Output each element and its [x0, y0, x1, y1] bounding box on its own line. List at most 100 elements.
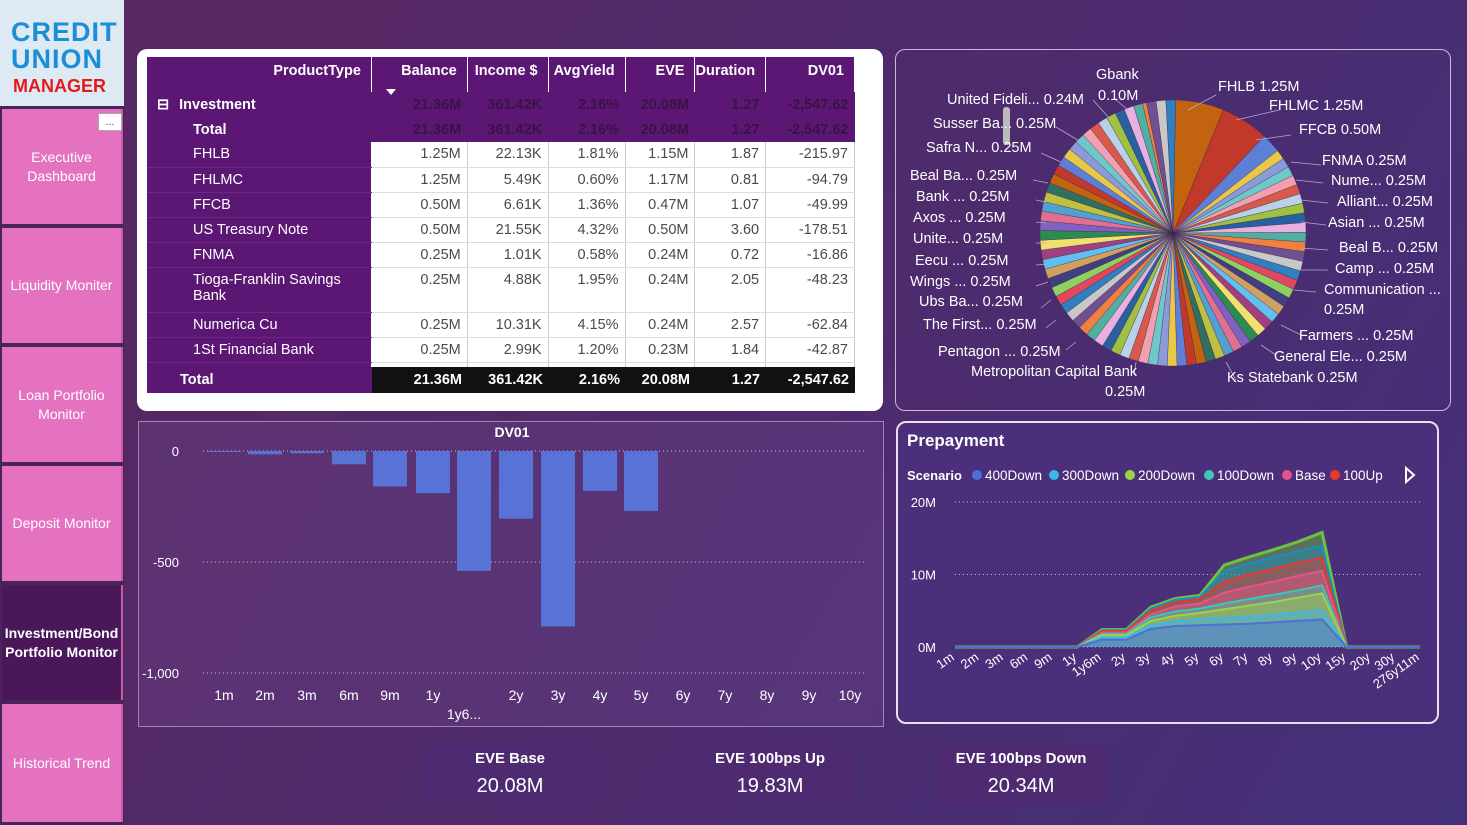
- legend-swatch[interactable]: [1282, 470, 1292, 480]
- table-row[interactable]: 1St Financial Bank 0.25M 2.99K 1.20% 0.23M 1.…: [147, 337, 855, 363]
- pie-label: FNMA 0.25M: [1322, 153, 1407, 169]
- legend-item[interactable]: 100Up: [1343, 468, 1383, 483]
- x-tick-label: 2m: [255, 687, 274, 703]
- nav-loan-portfolio-monitor[interactable]: Loan Portfolio Monitor: [2, 347, 123, 462]
- legend-item[interactable]: Base: [1295, 468, 1326, 483]
- table-cell: 22.13K: [467, 142, 549, 168]
- product-name: 1St Financial Bank: [147, 337, 372, 363]
- investment-table-panel: ProductType Balance Income $ AvgYield EVE Dur…: [137, 49, 1010, 411]
- product-name: Numerica Cu: [147, 312, 372, 338]
- dv01-bar[interactable]: [248, 451, 282, 455]
- legend-swatch[interactable]: [1330, 470, 1340, 480]
- dv01-bar[interactable]: [541, 451, 575, 627]
- column-header[interactable]: Balance: [371, 57, 468, 92]
- table-cell: 0.72: [694, 242, 767, 268]
- dv01-bar[interactable]: [583, 451, 617, 491]
- pie-label: General Ele... 0.25M: [1274, 349, 1407, 365]
- table-row[interactable]: FHLMC 1.25M 5.49K 0.60% 1.17M 0.81 -94.79: [147, 167, 855, 193]
- legend-item[interactable]: 400Down: [985, 468, 1042, 483]
- pie-label: Ubs Ba... 0.25M: [919, 294, 1023, 310]
- sort-desc-icon: [386, 89, 396, 95]
- table-total-row: Total 21.36M 361.42K 2.16% 20.08M 1.27 -2,547.…: [147, 367, 855, 393]
- kpi-eve-base: EVE Base 20.08M: [424, 745, 596, 804]
- table-cell: 10.31K: [467, 312, 549, 338]
- legend-next-icon[interactable]: [1405, 465, 1416, 485]
- total-cell: 21.36M: [372, 367, 468, 393]
- legend-swatch[interactable]: [1049, 470, 1059, 480]
- more-options-button[interactable]: ...: [98, 113, 122, 131]
- dv01-bar[interactable]: [207, 451, 241, 452]
- group-label-cell[interactable]: ⊟ Investment: [147, 92, 372, 117]
- x-tick-label: 1m: [214, 687, 233, 703]
- x-tick-label: 2m: [958, 649, 981, 672]
- subtotal-cell: -2,547.62: [765, 117, 855, 142]
- x-tick-label: 20y: [1347, 649, 1373, 674]
- dv01-bar[interactable]: [416, 451, 450, 494]
- column-header[interactable]: EVE: [625, 57, 696, 92]
- table-cell: 6.61K: [467, 192, 549, 218]
- x-tick-label: 3m: [982, 649, 1005, 672]
- pie-leader-line: [1235, 109, 1280, 121]
- dv01-bar[interactable]: [624, 451, 658, 511]
- table-row[interactable]: FFCB 0.50M 6.61K 1.36% 0.47M 1.07 -49.99: [147, 192, 855, 218]
- legend-item[interactable]: 300Down: [1062, 468, 1119, 483]
- series-line[interactable]: [955, 618, 1420, 648]
- column-header[interactable]: DV01: [765, 57, 855, 92]
- series-area: [955, 619, 1420, 647]
- table-cell: 1.07: [694, 192, 767, 218]
- total-cell: 2.16%: [549, 367, 626, 393]
- table-scrollbar[interactable]: [1003, 107, 1010, 145]
- legend-swatch[interactable]: [1125, 470, 1135, 480]
- table-cell: -178.51: [765, 217, 855, 243]
- collapse-icon[interactable]: ⊟: [157, 96, 170, 113]
- table-cell: 0.24M: [625, 242, 696, 268]
- product-name: FHLB: [147, 142, 372, 168]
- column-header[interactable]: AvgYield: [548, 57, 626, 92]
- pie-slice[interactable]: [1165, 99, 1176, 234]
- pie-label: Nume... 0.25M: [1331, 173, 1427, 189]
- dv01-bar[interactable]: [290, 451, 324, 454]
- dv01-bar[interactable]: [457, 451, 491, 571]
- legend-item[interactable]: 100Down: [1217, 468, 1274, 483]
- dv01-bar[interactable]: [373, 451, 407, 487]
- table-cell: 1.25M: [371, 167, 468, 193]
- table-row[interactable]: Numerica Cu 0.25M 10.31K 4.15% 0.24M 2.57 -62.…: [147, 312, 855, 338]
- kpi-title: EVE 100bps Up: [714, 750, 826, 767]
- column-header[interactable]: ProductType: [147, 57, 372, 92]
- legend-item[interactable]: 200Down: [1138, 468, 1195, 483]
- kpi-title: EVE Base: [474, 750, 546, 767]
- table-row[interactable]: FHLB 1.25M 22.13K 1.81% 1.15M 1.87 -215.97: [147, 142, 855, 168]
- kpi-eve-100bps-down: EVE 100bps Down 20.34M: [935, 745, 1107, 804]
- pie-leader-line: [1290, 161, 1322, 166]
- table-row[interactable]: Tioga-Franklin Savings Bank 0.25M 4.88K 1.9…: [147, 267, 855, 313]
- x-tick-label: 7y: [718, 687, 733, 703]
- dv01-bar[interactable]: [499, 451, 533, 519]
- legend-title: Scenario: [907, 468, 962, 483]
- group-cell: 2.16%: [548, 92, 626, 117]
- legend-swatch[interactable]: [972, 470, 982, 480]
- nav-deposit-monitor[interactable]: Deposit Monitor: [2, 466, 123, 581]
- table-row[interactable]: FNMA 0.25M 1.01K 0.58% 0.24M 0.72 -16.86: [147, 242, 855, 268]
- table-row[interactable]: US Treasury Note 0.50M 21.55K 4.32% 0.50M 3.6…: [147, 217, 855, 243]
- table-cell: 1.17M: [625, 167, 696, 193]
- prepayment-chart-panel: Prepayment Scenario 400Down 300Down 200Down 1…: [896, 421, 1439, 724]
- group-row[interactable]: ⊟ Investment 21.36M 361.42K 2.16% 20.08M 1.27-…: [147, 92, 855, 117]
- column-header[interactable]: Income $: [467, 57, 549, 92]
- y-tick-label: 0: [172, 444, 179, 459]
- table-cell: 4.88K: [467, 267, 549, 313]
- dv01-bar[interactable]: [332, 451, 366, 465]
- nav-investment-bond-portfolio-monitor[interactable]: Investment/Bond Portfolio Monitor: [2, 585, 123, 700]
- table-cell: 0.81: [694, 167, 767, 193]
- legend-swatch[interactable]: [1204, 470, 1214, 480]
- nav-liquidity-moniter[interactable]: Liquidity Moniter: [2, 228, 123, 343]
- table-cell: 1.25M: [371, 142, 468, 168]
- nav-historical-trend[interactable]: Historical Trend: [2, 704, 123, 822]
- x-tick-label: 9y: [1279, 649, 1299, 669]
- table-cell: 1.81%: [548, 142, 626, 168]
- table-cell: 0.47M: [625, 192, 696, 218]
- kpi-value: 20.08M: [476, 775, 544, 797]
- product-name: Tioga-Franklin Savings Bank: [147, 267, 372, 313]
- sidebar: CREDIT UNION MANAGER Executive Dashboard…: [0, 0, 124, 825]
- column-header[interactable]: Duration: [694, 57, 767, 92]
- table-cell: -48.23: [765, 267, 855, 313]
